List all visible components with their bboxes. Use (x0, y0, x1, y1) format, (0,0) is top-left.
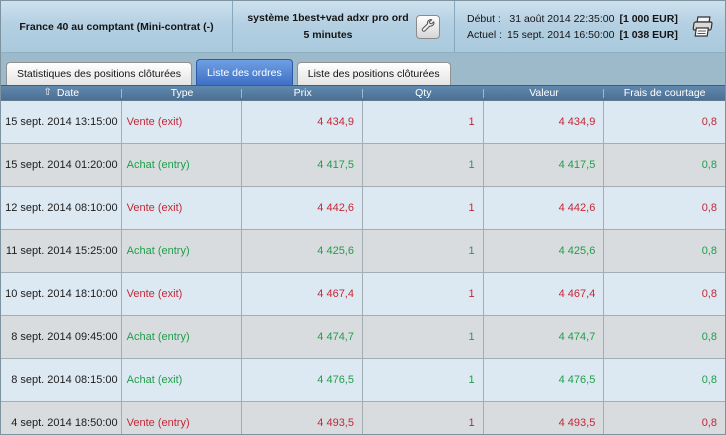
order-qty: 1 (363, 144, 484, 186)
header-valeur[interactable]: Valeur (484, 86, 605, 100)
actuel-amount: [1 038 EUR] (619, 28, 678, 41)
tab-liste-positions-cloturees[interactable]: Liste des positions clôturées (296, 62, 451, 85)
header-date-label: Date (56, 87, 80, 99)
order-date: 4 sept. 2014 18:50:00 (1, 402, 122, 434)
order-valeur: 4 434,9 (484, 101, 605, 143)
order-prix: 4 467,4 (242, 273, 363, 315)
order-prix: 4 434,9 (242, 101, 363, 143)
order-valeur: 4 425,6 (484, 230, 605, 272)
header-type[interactable]: Type (122, 86, 243, 100)
debut-date: 31 août 2014 22:35:00 (509, 12, 615, 25)
order-row[interactable]: 10 sept. 2014 18:10:00 Vente (exit) 4 46… (1, 273, 725, 316)
system-section: système 1best+vad adxr pro ord 5 minutes (233, 1, 454, 52)
order-type: Vente (exit) (122, 187, 243, 229)
order-row[interactable]: 15 sept. 2014 01:20:00 Achat (entry) 4 4… (1, 144, 725, 187)
order-type: Vente (exit) (122, 273, 243, 315)
topbar-divider (232, 1, 233, 52)
order-row[interactable]: 15 sept. 2014 13:15:00 Vente (exit) 4 43… (1, 101, 725, 144)
tab-statistiques-positions-cloturees[interactable]: Statistiques des positions clôturées (6, 62, 193, 85)
order-qty: 1 (363, 187, 484, 229)
debut-amount: [1 000 EUR] (619, 12, 678, 25)
order-row[interactable]: 8 sept. 2014 08:15:00 Achat (exit) 4 476… (1, 359, 725, 402)
actuel-date: 15 sept. 2014 16:50:00 (507, 28, 615, 41)
order-type: Achat (exit) (122, 359, 243, 401)
order-type: Achat (entry) (122, 230, 243, 272)
order-frais: 0,8 (701, 202, 717, 214)
order-qty: 1 (363, 230, 484, 272)
order-prix: 4 474,7 (242, 316, 363, 358)
order-valeur: 4 476,5 (484, 359, 605, 401)
tabbar: Statistiques des positions clôturées Lis… (1, 53, 725, 85)
sort-ascending-icon: ⇧ (43, 87, 52, 98)
order-type: Achat (entry) (122, 144, 243, 186)
order-valeur: 4 417,5 (484, 144, 605, 186)
order-prix: 4 493,5 (242, 402, 363, 434)
orders-table-header: ⇧ Date Type Prix Qty Valeur Frais de cou… (1, 85, 725, 101)
system-name-line1: système 1best+vad adxr pro ord (247, 12, 409, 25)
system-name: système 1best+vad adxr pro ord 5 minutes (247, 10, 408, 43)
printer-icon (690, 15, 716, 41)
order-date: 15 sept. 2014 13:15:00 (1, 101, 122, 143)
system-name-line2: 5 minutes (303, 28, 353, 41)
actuel-label: Actuel : (467, 28, 503, 41)
order-qty: 1 (363, 316, 484, 358)
order-prix: 4 442,6 (242, 187, 363, 229)
order-row[interactable]: 8 sept. 2014 09:45:00 Achat (entry) 4 47… (1, 316, 725, 359)
header-prix[interactable]: Prix (242, 86, 363, 100)
order-frais: 0,8 (701, 245, 717, 257)
order-qty: 1 (363, 273, 484, 315)
order-row[interactable]: 4 sept. 2014 18:50:00 Vente (entry) 4 49… (1, 402, 725, 434)
order-frais: 0,8 (701, 116, 717, 128)
order-date: 10 sept. 2014 18:10:00 (1, 273, 122, 315)
order-row[interactable]: 11 sept. 2014 15:25:00 Achat (entry) 4 4… (1, 230, 725, 273)
order-prix: 4 425,6 (242, 230, 363, 272)
tab-liste-des-ordres[interactable]: Liste des ordres (196, 59, 293, 85)
order-qty: 1 (363, 402, 484, 434)
order-date: 11 sept. 2014 15:25:00 (1, 230, 122, 272)
order-valeur: 4 493,5 (484, 402, 605, 434)
instrument-name: France 40 au comptant (Mini-contrat (-) (19, 20, 214, 33)
order-qty: 1 (363, 101, 484, 143)
order-frais: 0,8 (701, 288, 717, 300)
order-frais: 0,8 (701, 417, 717, 429)
order-type: Achat (entry) (122, 316, 243, 358)
order-valeur: 4 442,6 (484, 187, 605, 229)
order-row[interactable]: 12 sept. 2014 08:10:00 Vente (exit) 4 44… (1, 187, 725, 230)
print-button[interactable] (690, 15, 716, 41)
order-date: 12 sept. 2014 08:10:00 (1, 187, 122, 229)
system-settings-button[interactable] (415, 14, 440, 39)
header-frais[interactable]: Frais de courtage (623, 87, 706, 99)
header-qty[interactable]: Qty (363, 86, 484, 100)
order-date: 8 sept. 2014 09:45:00 (1, 316, 122, 358)
order-frais: 0,8 (701, 374, 717, 386)
order-valeur: 4 467,4 (484, 273, 605, 315)
topbar: France 40 au comptant (Mini-contrat (-) … (1, 1, 725, 53)
order-type: Vente (exit) (122, 101, 243, 143)
order-type: Vente (entry) (122, 402, 243, 434)
period-info: Début : 31 août 2014 22:35:00 [1 000 EUR… (467, 13, 678, 41)
topbar-divider (454, 1, 455, 52)
order-frais: 0,8 (701, 331, 717, 343)
order-date: 15 sept. 2014 01:20:00 (1, 144, 122, 186)
order-date: 8 sept. 2014 08:15:00 (1, 359, 122, 401)
wrench-icon (420, 18, 435, 36)
debut-label: Début : (467, 12, 501, 25)
order-frais: 0,8 (701, 159, 717, 171)
order-prix: 4 476,5 (242, 359, 363, 401)
order-prix: 4 417,5 (242, 144, 363, 186)
order-qty: 1 (363, 359, 484, 401)
header-date[interactable]: ⇧ Date (1, 86, 122, 100)
orders-table-body: 15 sept. 2014 13:15:00 Vente (exit) 4 43… (1, 101, 725, 434)
order-valeur: 4 474,7 (484, 316, 605, 358)
period-section: Début : 31 août 2014 22:35:00 [1 000 EUR… (455, 1, 725, 52)
